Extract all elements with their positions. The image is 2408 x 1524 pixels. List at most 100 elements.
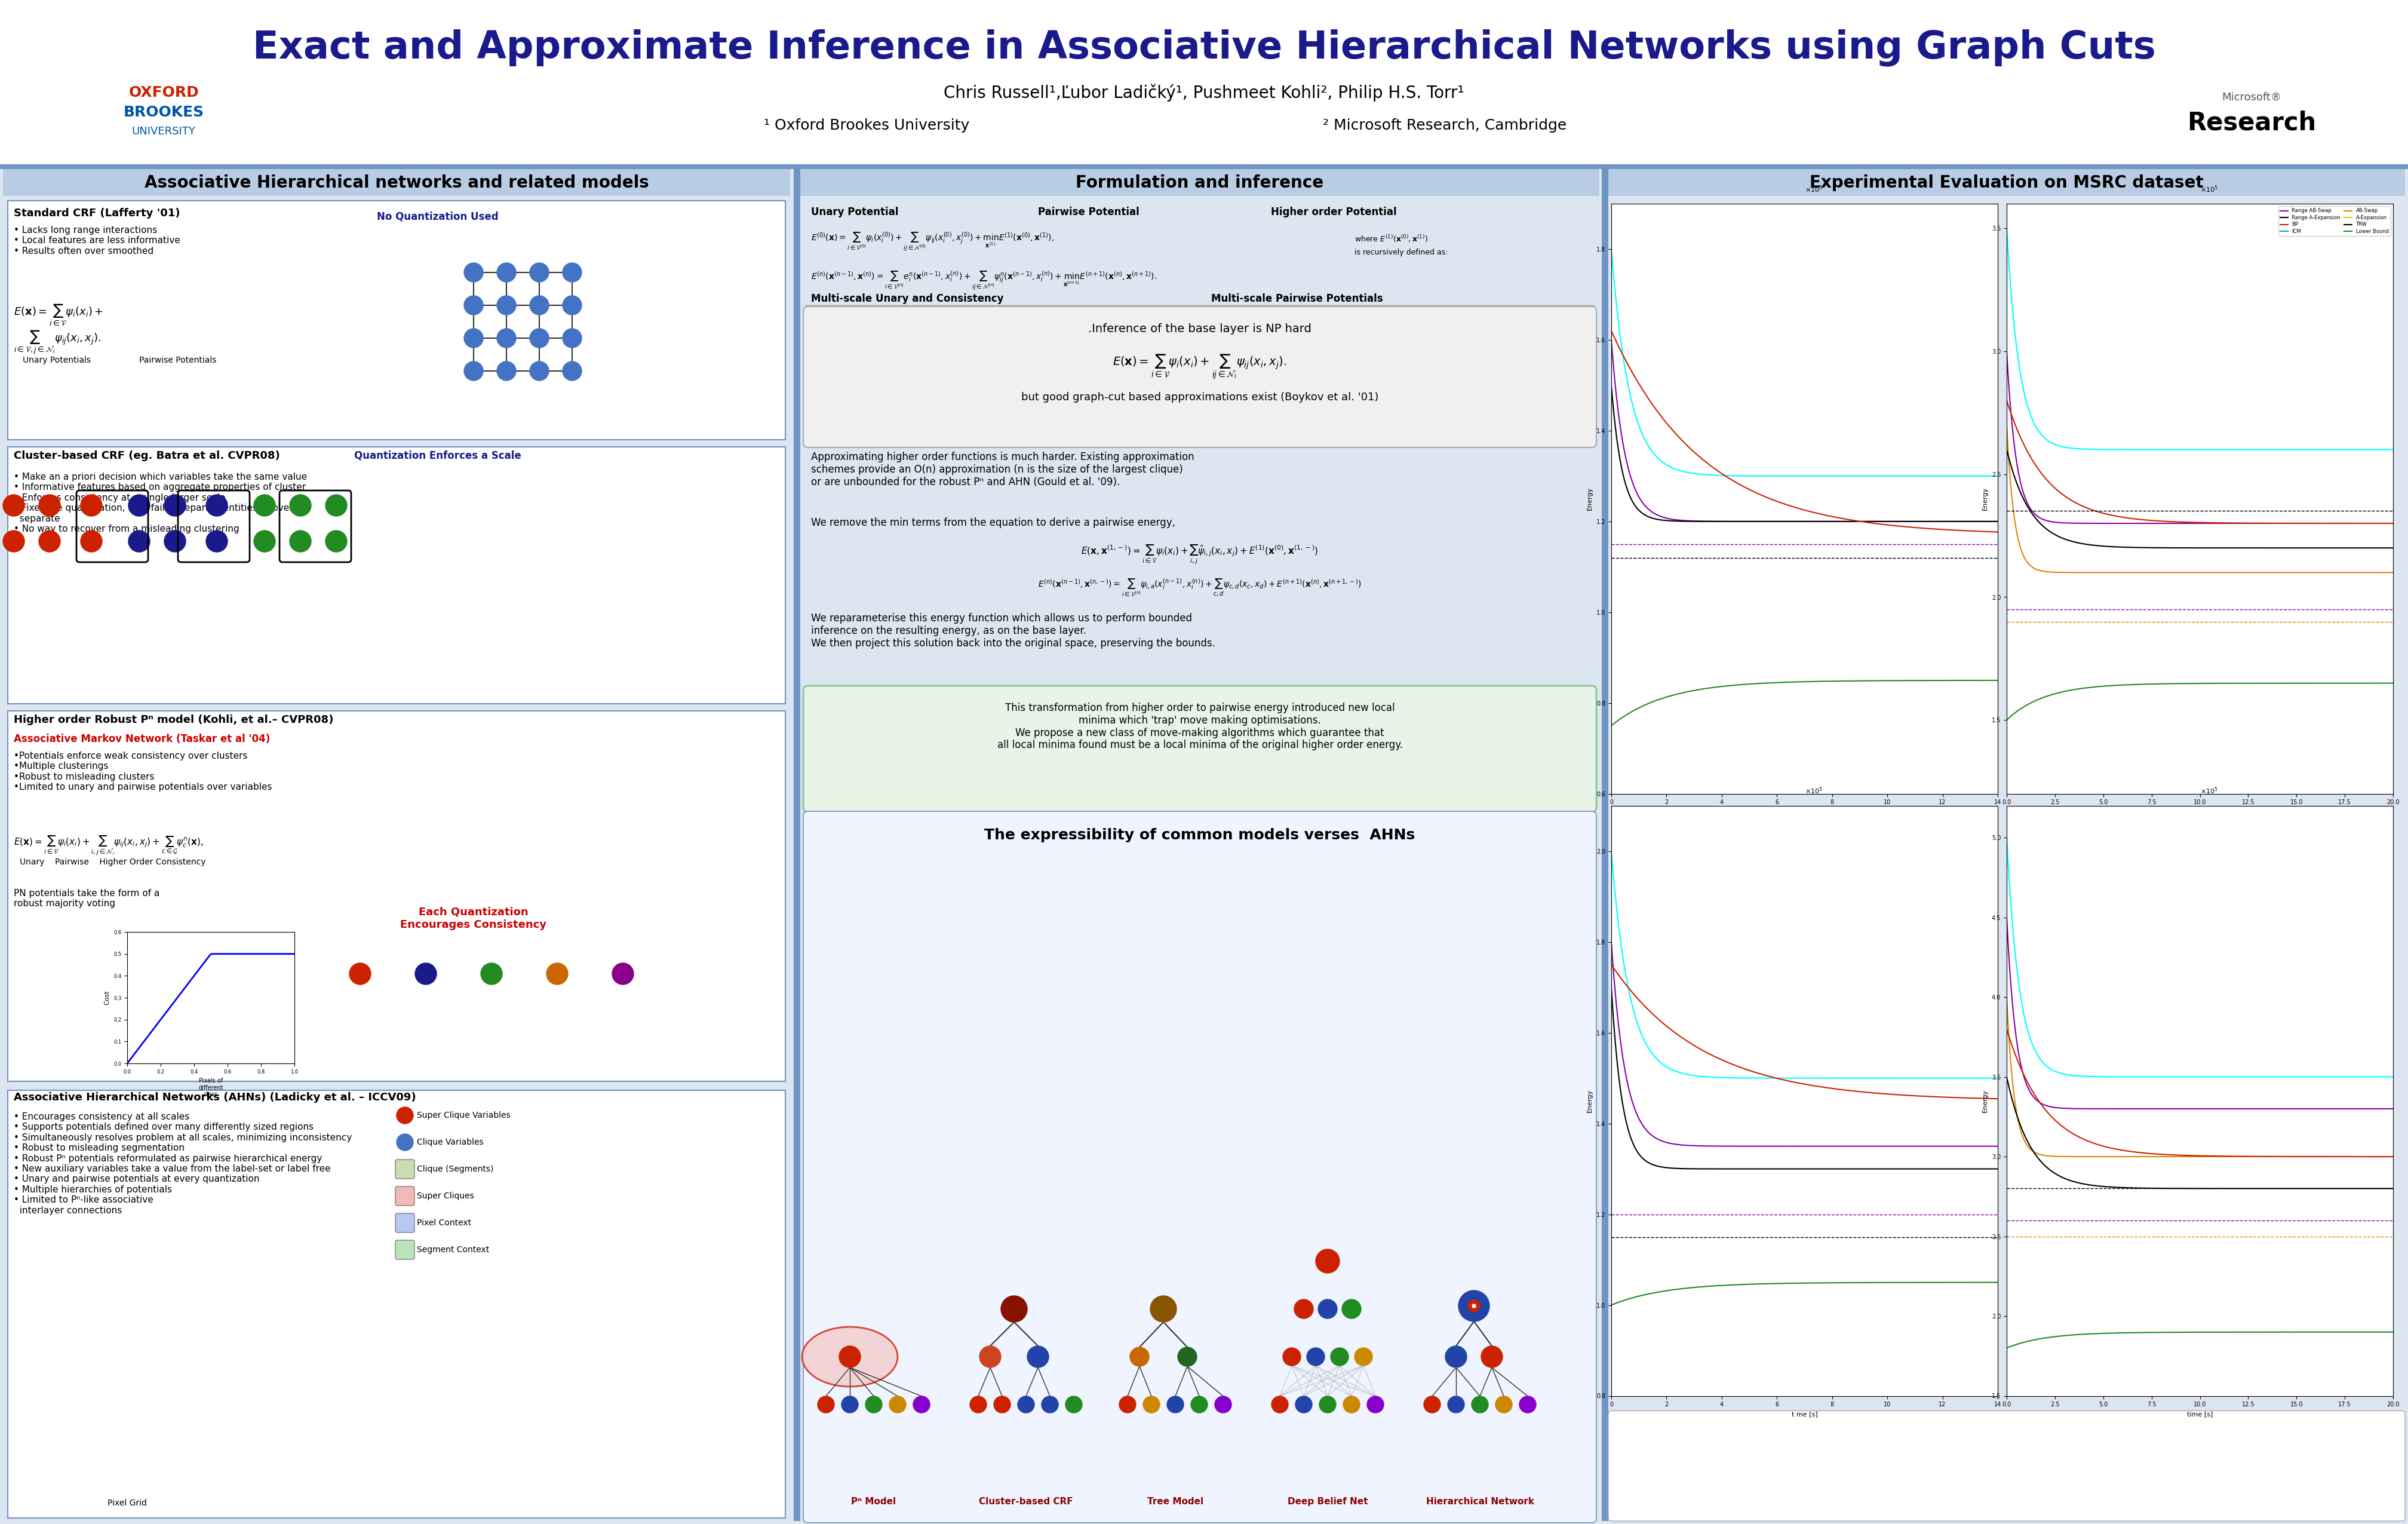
BP [1922, 520, 1950, 538]
Circle shape [1043, 1396, 1057, 1413]
Text: Higher order Robust Pⁿ model (Kohli, et al.– CVPR08): Higher order Robust Pⁿ model (Kohli, et … [14, 715, 332, 725]
Circle shape [128, 530, 149, 552]
BP [1994, 395, 2023, 413]
TRW [2220, 539, 2249, 558]
A-Expansion [2220, 564, 2249, 582]
Circle shape [349, 963, 371, 985]
ICM [1984, 466, 2013, 485]
Circle shape [496, 329, 515, 347]
Circle shape [1002, 1295, 1028, 1323]
Circle shape [563, 262, 583, 282]
BP [1597, 322, 1625, 340]
Line: Range A-Expansion: Range A-Expansion [1611, 386, 1999, 521]
Circle shape [496, 361, 515, 381]
Lower Bound [1994, 710, 2023, 728]
Circle shape [164, 495, 185, 517]
Lower Bound [1597, 716, 1625, 735]
Y-axis label: Cost: Cost [104, 991, 111, 1004]
Circle shape [128, 495, 149, 517]
Circle shape [563, 329, 583, 347]
Text: Hierarchical Network: Hierarchical Network [1426, 1497, 1534, 1506]
ICM [2220, 440, 2249, 459]
FancyBboxPatch shape [7, 201, 785, 440]
Circle shape [530, 329, 549, 347]
Circle shape [995, 1396, 1011, 1413]
Circle shape [1495, 1396, 1512, 1413]
Circle shape [465, 296, 484, 315]
Circle shape [207, 495, 226, 517]
Circle shape [563, 361, 583, 381]
Line: TRW: TRW [2006, 450, 2394, 549]
X-axis label: time [s]: time [s] [1792, 809, 1818, 815]
Lower Bound [2379, 674, 2408, 692]
FancyBboxPatch shape [7, 1090, 785, 1518]
Text: $E^{(n)}(\mathbf{x}^{(n-1)}, \mathbf{x}^{(n)}) = \sum_{i \in \mathcal{V}^{(n)}} : $E^{(n)}(\mathbf{x}^{(n-1)}, \mathbf{x}^… [811, 270, 1156, 291]
AB-Swap [1991, 341, 2020, 360]
Circle shape [1271, 1396, 1288, 1413]
Text: Research: Research [2186, 110, 2316, 136]
Range A-Expansion [1948, 512, 1977, 530]
FancyBboxPatch shape [2, 169, 790, 197]
Circle shape [253, 495, 275, 517]
Text: We remove the min terms from the equation to derive a pairwise energy,: We remove the min terms from the equatio… [811, 517, 1175, 529]
Text: Higher order Potential: Higher order Potential [1271, 207, 1397, 218]
Range A-Expansion [1597, 376, 1625, 395]
FancyBboxPatch shape [1609, 169, 2406, 197]
BP [1991, 392, 2020, 410]
Lower Bound [2319, 674, 2348, 692]
Circle shape [496, 296, 515, 315]
Text: Super Cliques: Super Cliques [417, 1192, 474, 1201]
Text: ¹ Oxford Brookes University: ¹ Oxford Brookes University [763, 119, 970, 133]
Circle shape [980, 1346, 1002, 1367]
Circle shape [1344, 1396, 1361, 1413]
FancyBboxPatch shape [795, 169, 799, 1521]
Circle shape [864, 1396, 881, 1413]
ICM [2223, 440, 2251, 459]
Range A-Expansion [1828, 512, 1857, 530]
Circle shape [970, 1396, 987, 1413]
ICM [1832, 466, 1861, 485]
Circle shape [465, 329, 484, 347]
Text: Microsoft®: Microsoft® [2223, 91, 2280, 102]
Text: $E(\mathbf{x}) = \sum_{i \in \mathcal{V}} \psi_i(x_i) + \sum_{ij \in \mathcal{N}: $E(\mathbf{x}) = \sum_{i \in \mathcal{V}… [1112, 354, 1286, 381]
Text: $E(\mathbf{x}) = \sum_{i \in \mathcal{V}} \psi_i(x_i) +$: $E(\mathbf{x}) = \sum_{i \in \mathcal{V}… [14, 302, 104, 326]
AB-Swap [2338, 514, 2367, 532]
Text: Associative Hierarchical networks and related models: Associative Hierarchical networks and re… [144, 174, 648, 191]
Text: PN potentials take the form of a
robust majority voting: PN potentials take the form of a robust … [14, 888, 159, 908]
TRW [2230, 539, 2259, 558]
Text: Approximating higher order functions is much harder. Existing approximation
sche: Approximating higher order functions is … [811, 451, 1194, 488]
Lower Bound [1991, 710, 2020, 728]
Text: No Quantization Used: No Quantization Used [378, 212, 498, 223]
AB-Swap [2223, 514, 2251, 532]
Circle shape [1315, 1250, 1339, 1273]
Text: • Lacks long range interactions
• Local features are less informative
• Results : • Lacks long range interactions • Local … [14, 226, 181, 256]
Circle shape [1469, 1300, 1481, 1312]
FancyBboxPatch shape [395, 1241, 414, 1259]
Circle shape [1064, 1396, 1081, 1413]
Range AB-Swap [1922, 512, 1950, 530]
Range AB-Swap [1832, 512, 1861, 530]
Circle shape [1214, 1396, 1230, 1413]
Text: Cluster-based CRF: Cluster-based CRF [980, 1497, 1074, 1506]
Circle shape [253, 530, 275, 552]
AB-Swap [2343, 514, 2372, 532]
FancyBboxPatch shape [7, 710, 785, 1082]
Circle shape [1471, 1396, 1488, 1413]
Circle shape [207, 530, 226, 552]
Text: Clique (Segments): Clique (Segments) [417, 1164, 494, 1173]
ICM [1994, 241, 2023, 259]
A-Expansion [2223, 564, 2251, 582]
Lower Bound [2343, 674, 2372, 692]
Text: Unary    Pairwise    Higher Order Consistency: Unary Pairwise Higher Order Consistency [19, 858, 205, 866]
FancyBboxPatch shape [0, 165, 2408, 169]
Circle shape [1019, 1396, 1035, 1413]
Circle shape [913, 1396, 929, 1413]
Text: Associative Hierarchical Networks (AHNs) (Ladicky et al. – ICCV09): Associative Hierarchical Networks (AHNs)… [14, 1093, 417, 1103]
Circle shape [840, 1396, 857, 1413]
Line: A-Expansion: A-Expansion [2006, 425, 2394, 573]
Circle shape [465, 361, 484, 381]
ICM [2343, 440, 2372, 459]
Text: $\times 10^5$: $\times 10^5$ [1804, 786, 1823, 796]
Range AB-Swap [1828, 512, 1857, 530]
A-Expansion [2319, 564, 2348, 582]
